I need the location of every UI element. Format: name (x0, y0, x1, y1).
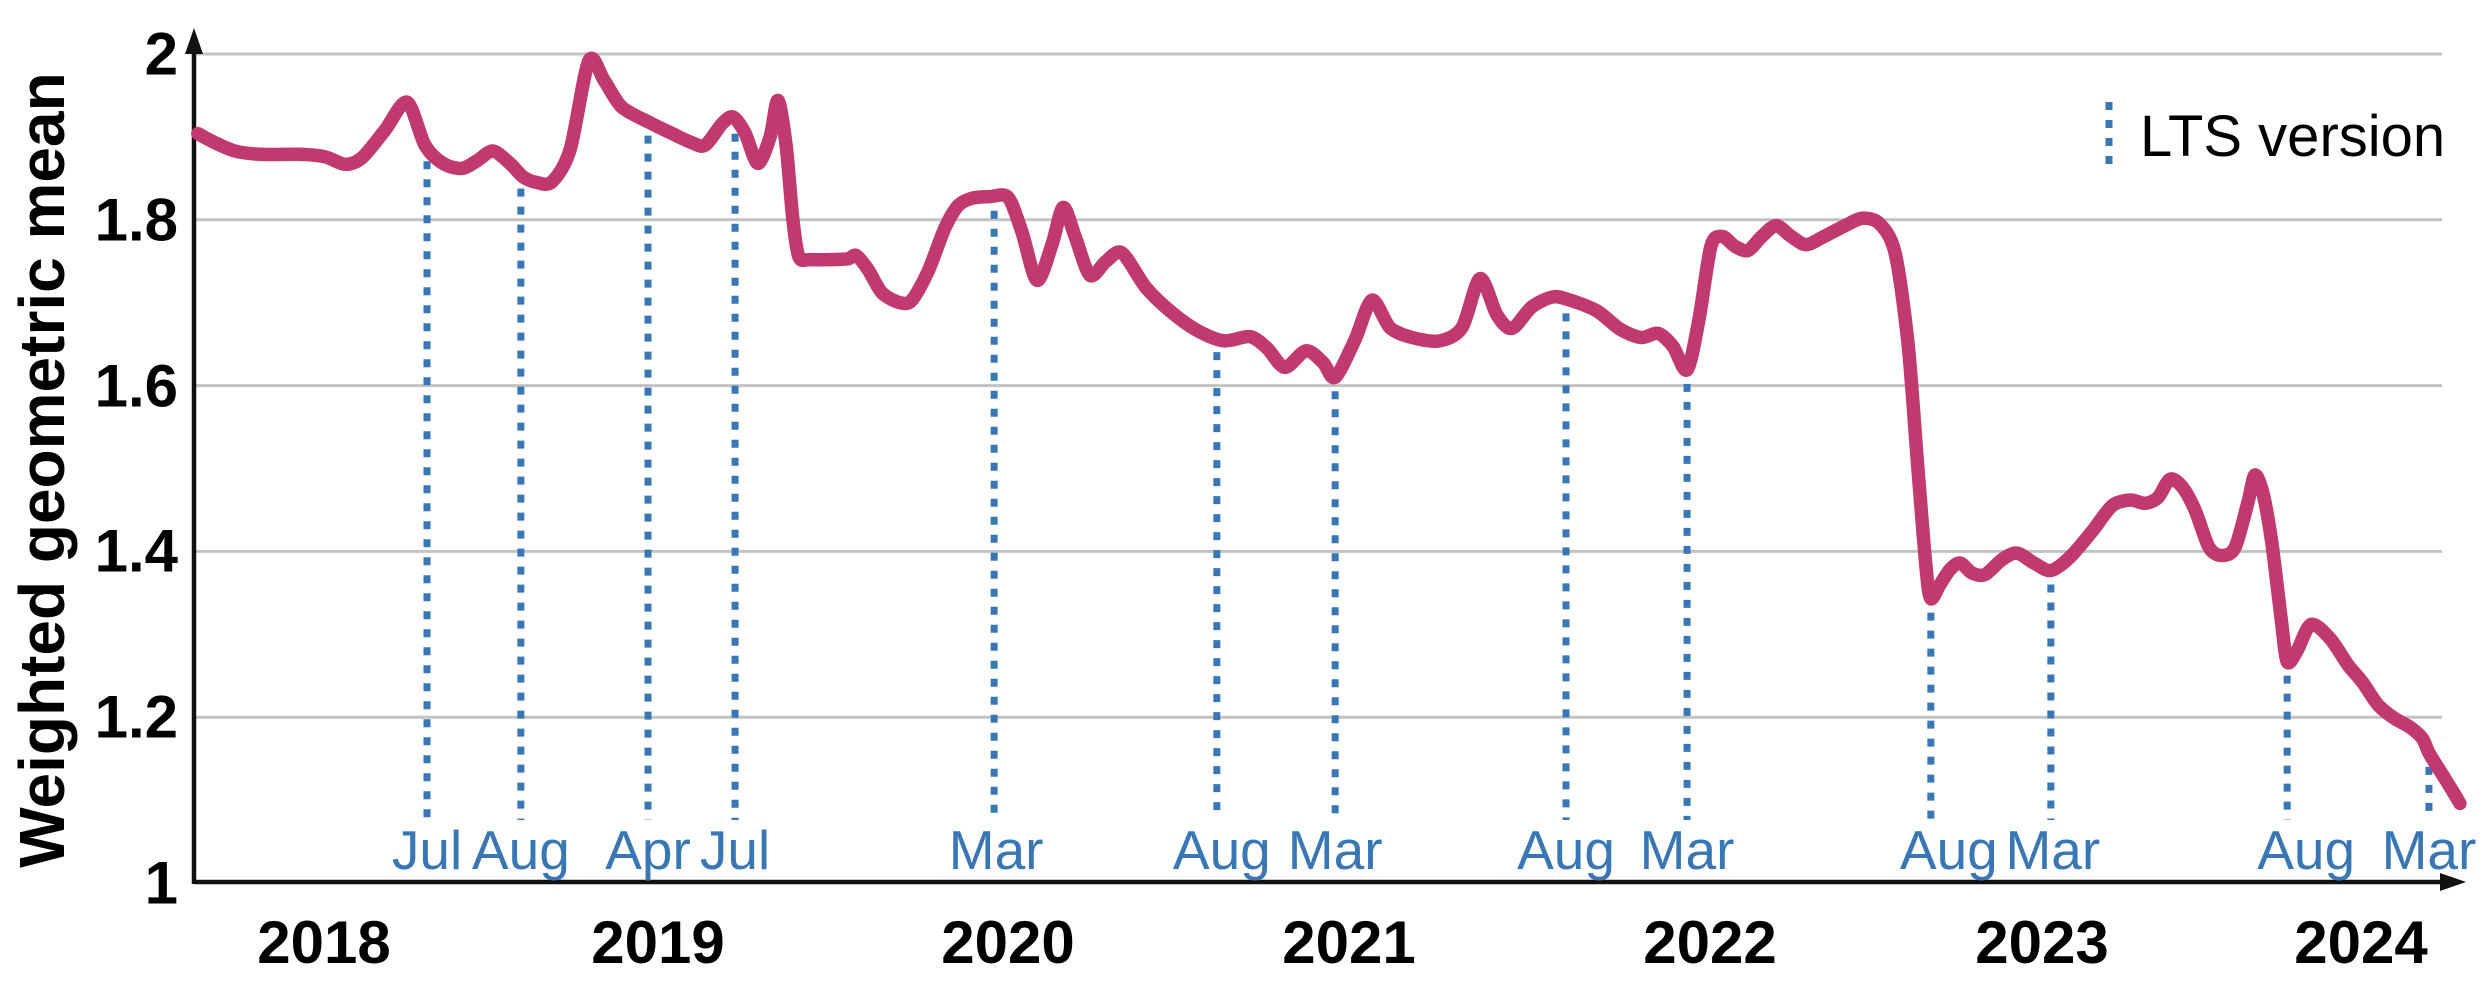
x-tick-label-2024: 2024 (2294, 909, 2428, 976)
y-tick-label-1.6: 1.6 (94, 352, 178, 420)
lts-month-label-jul-2018: Jul (391, 819, 463, 881)
weighted-geometric-mean-line (191, 51, 2467, 811)
x-tick-label-2023: 2023 (1975, 909, 2109, 976)
x-tick-label-2020: 2020 (941, 909, 1075, 976)
legend: LTS version (2104, 100, 2445, 172)
lts-month-label-aug-2021: Aug (1172, 819, 1271, 881)
y-tick-label-2: 2 (144, 20, 178, 88)
lts-month-label-mar-2021: Mar (1287, 819, 1383, 881)
lts-month-label-mar-2024: Mar (2381, 819, 2477, 881)
x-tick-label-2021: 2021 (1282, 909, 1416, 976)
lts-month-label-aug-2022: Aug (1517, 819, 1615, 881)
x-axis-arrowhead (2440, 873, 2466, 891)
y-axis-arrowhead (185, 28, 203, 54)
lts-month-label-jul-2019: Jul (699, 819, 771, 881)
lts-month-label-aug-2023: Aug (1899, 819, 1998, 881)
lts-dotted-line-legend-swatch (2105, 102, 2113, 170)
lts-month-label-aug-2019: Aug (471, 819, 570, 881)
lts-month-label-mar-2023: Mar (2005, 819, 2101, 881)
axes (185, 28, 2466, 891)
legend-label: LTS version (2140, 103, 2446, 169)
x-tick-label-2019: 2019 (591, 909, 725, 976)
lts-version-marker-lines (423, 133, 2433, 820)
y-tick-label-1: 1 (144, 849, 178, 917)
lts-month-label-aug-2024: Aug (2257, 819, 2356, 881)
y-tick-label-1.4: 1.4 (94, 517, 178, 585)
lts-month-label-mar-2022: Mar (1639, 819, 1735, 881)
y-tick-label-1.2: 1.2 (94, 683, 178, 751)
x-tick-label-2018: 2018 (257, 909, 391, 976)
lts-month-label-mar-2020: Mar (948, 819, 1044, 881)
y-tick-label-1.8: 1.8 (94, 186, 178, 254)
x-tick-label-2022: 2022 (1643, 909, 1777, 976)
lts-month-label-apr-2019: Apr (605, 819, 691, 881)
